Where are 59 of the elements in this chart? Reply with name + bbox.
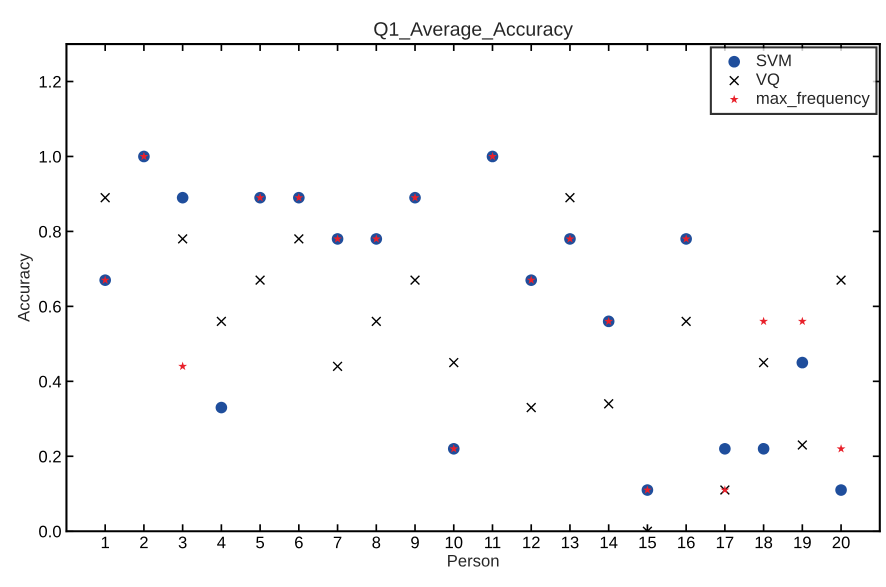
point (836, 275, 846, 286)
point (526, 402, 536, 413)
y-tick-label: 0.2 (39, 450, 61, 462)
point (796, 356, 808, 368)
point (100, 192, 110, 203)
y-tick-label: 0.6 (39, 300, 61, 313)
x-tick-label: 15 (639, 536, 656, 548)
point (564, 192, 576, 203)
x-tick-label: 19 (794, 536, 811, 548)
x-tick-label: 4 (217, 536, 226, 548)
point (836, 444, 846, 453)
x-tick-label: 8 (372, 536, 380, 548)
point (294, 234, 304, 244)
x-tick-label: 5 (256, 536, 264, 548)
x-tick-label: 17 (716, 536, 734, 548)
x-tick-label: 16 (678, 536, 695, 548)
y-tick-label: 1.0 (40, 150, 61, 163)
point (719, 442, 731, 455)
chart-title: Q1_Average_Accuracy (374, 22, 573, 40)
y-tick-label: 0.8 (39, 226, 61, 238)
point (758, 442, 770, 455)
point (216, 402, 228, 414)
point (216, 316, 226, 326)
x-tick-label: 12 (523, 536, 540, 548)
x-tick-label: 6 (295, 536, 303, 548)
x-tick-label: 3 (178, 536, 187, 548)
y-tick-label: 0.0 (39, 526, 61, 538)
point (798, 316, 807, 326)
x-tick-label: 18 (756, 536, 772, 548)
legend-label: VQ (756, 73, 780, 88)
y-tick-label: 0.4 (39, 376, 62, 388)
x-tick-label: 10 (446, 536, 462, 548)
point (797, 440, 808, 450)
point (371, 316, 382, 326)
point (410, 275, 420, 286)
x-tick-label: 20 (832, 536, 850, 548)
x-tick-label: 14 (600, 536, 618, 548)
x-tick-label: 2 (140, 536, 148, 548)
x-tick-label: 11 (485, 536, 500, 548)
point (255, 275, 266, 286)
y-axis-title: Accuracy (18, 253, 33, 322)
x-tick-label: 7 (334, 536, 342, 548)
x-tick-label: 9 (411, 536, 419, 548)
point (758, 358, 769, 368)
point (332, 361, 343, 372)
x-tick-label: 1 (102, 536, 109, 548)
point (176, 192, 188, 204)
point (178, 234, 188, 244)
legend-label: SVM (756, 54, 791, 66)
point (759, 316, 768, 326)
point (835, 484, 847, 496)
y-tick-label: 1.2 (40, 76, 61, 88)
point (448, 358, 459, 368)
legend-label: max_frequency (756, 92, 870, 108)
point (178, 362, 188, 370)
x-tick-label: 13 (562, 536, 578, 548)
point (604, 398, 614, 409)
point (681, 316, 692, 326)
x-axis-title: Person (448, 555, 498, 567)
